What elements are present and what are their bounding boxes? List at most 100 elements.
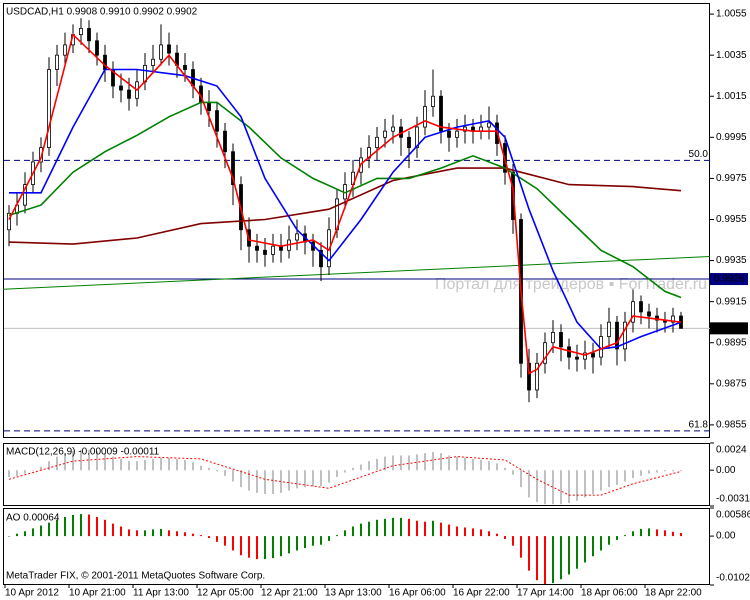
candle-body xyxy=(23,184,27,206)
main-panel-frame xyxy=(3,3,710,438)
candle-body xyxy=(95,40,99,56)
ao-bar xyxy=(488,531,490,537)
macd-bar xyxy=(440,453,442,471)
ao-bar xyxy=(128,529,130,537)
macd-bar xyxy=(40,466,42,471)
ao-bar xyxy=(464,527,466,537)
ao-bar xyxy=(208,536,210,539)
candle-body xyxy=(551,332,555,344)
macd-bar xyxy=(368,461,370,471)
macd-bar xyxy=(128,461,130,471)
macd-bar xyxy=(352,467,354,471)
x-tick-label: 10 Apr 21:00 xyxy=(69,588,126,599)
candle-body xyxy=(223,130,227,153)
x-tick-label: 16 Apr 22:00 xyxy=(453,588,510,599)
ao-bar xyxy=(240,536,242,556)
candle-body xyxy=(127,89,131,99)
macd-bar xyxy=(608,470,610,488)
y-tick-label: 0.9995 xyxy=(716,132,747,143)
macd-bar xyxy=(328,470,330,483)
macd-bar xyxy=(664,470,666,472)
ao-bar xyxy=(600,536,602,551)
macd-title: MACD(12,26,9) -0.00009 -0.00011 xyxy=(6,447,160,458)
ao-bar xyxy=(64,516,66,537)
macd-bar xyxy=(576,470,578,501)
macd-bar xyxy=(192,462,194,471)
ao-bar xyxy=(496,533,498,537)
macd-bar xyxy=(640,470,642,476)
macd-bar xyxy=(224,470,226,476)
candle-body xyxy=(183,65,187,70)
macd-bar xyxy=(568,470,570,504)
ao-bar xyxy=(168,530,170,537)
ao-bar xyxy=(248,536,250,558)
ao-bar xyxy=(512,536,514,546)
ao-bar xyxy=(312,536,314,546)
ao-bar xyxy=(472,528,474,537)
macd-bar xyxy=(632,470,634,479)
y-tick-label: -0.0102 xyxy=(716,573,750,584)
macd-bar xyxy=(424,453,426,471)
y-tick-label: 1.0015 xyxy=(716,91,747,102)
macd-bar xyxy=(472,458,474,471)
macd-bar xyxy=(8,470,10,477)
y-tick-label: 0.9895 xyxy=(716,337,747,348)
ao-bar xyxy=(616,536,618,540)
ao-bar xyxy=(192,533,194,537)
macd-bar xyxy=(384,456,386,471)
macd-bar xyxy=(104,453,106,471)
macd-bar xyxy=(144,459,146,471)
x-tick-label: 10 Apr 2012 xyxy=(5,588,59,599)
ao-bar xyxy=(608,536,610,545)
ao-bar xyxy=(664,530,666,537)
macd-bar xyxy=(376,458,378,471)
moving-average xyxy=(8,167,682,245)
ao-bar xyxy=(376,519,378,537)
x-tick-label: 18 Apr 06:00 xyxy=(581,588,638,599)
ao-bar xyxy=(504,536,506,539)
candle-body xyxy=(295,233,299,241)
candle-body xyxy=(423,106,427,128)
ao-panel-frame xyxy=(3,508,710,585)
ao-bar xyxy=(104,519,106,537)
ao-bar xyxy=(16,533,18,537)
candle-body xyxy=(407,136,411,148)
macd-bar xyxy=(24,470,26,474)
watermark: Портал для трейдеров ▪ ForTrader.ru xyxy=(435,276,707,293)
macd-bar xyxy=(360,464,362,471)
ao-bar xyxy=(416,520,418,537)
moving-average xyxy=(8,101,682,299)
macd-bar xyxy=(592,470,594,494)
ao-bar xyxy=(392,517,394,537)
ao-bar xyxy=(328,536,330,541)
ao-bar xyxy=(424,521,426,537)
macd-bar xyxy=(344,470,346,473)
ao-bar xyxy=(112,523,114,537)
ao-bar xyxy=(400,517,402,537)
macd-bar xyxy=(280,470,282,493)
candle-body xyxy=(159,44,163,60)
ao-bar xyxy=(160,528,162,537)
candle-body xyxy=(631,301,635,323)
macd-bar xyxy=(272,470,274,494)
macd-bar xyxy=(552,470,554,505)
candle-body xyxy=(319,249,323,268)
macd-bar xyxy=(288,470,290,491)
ao-bar xyxy=(24,531,26,537)
ao-bar xyxy=(632,531,634,537)
macd-bar xyxy=(80,449,82,471)
macd-bar xyxy=(544,470,546,505)
x-tick-label: 17 Apr 14:00 xyxy=(517,588,574,599)
candle-body xyxy=(559,332,563,348)
macd-bar xyxy=(624,470,626,482)
macd-bar xyxy=(336,470,338,477)
ao-bar xyxy=(544,536,546,585)
ao-title: AO 0.00064 xyxy=(6,513,60,524)
candle-body xyxy=(231,151,235,185)
macd-bar xyxy=(448,455,450,471)
macd-bar xyxy=(48,461,50,471)
ao-bar xyxy=(536,536,538,581)
macd-bar xyxy=(416,454,418,471)
candle-body xyxy=(591,352,595,358)
